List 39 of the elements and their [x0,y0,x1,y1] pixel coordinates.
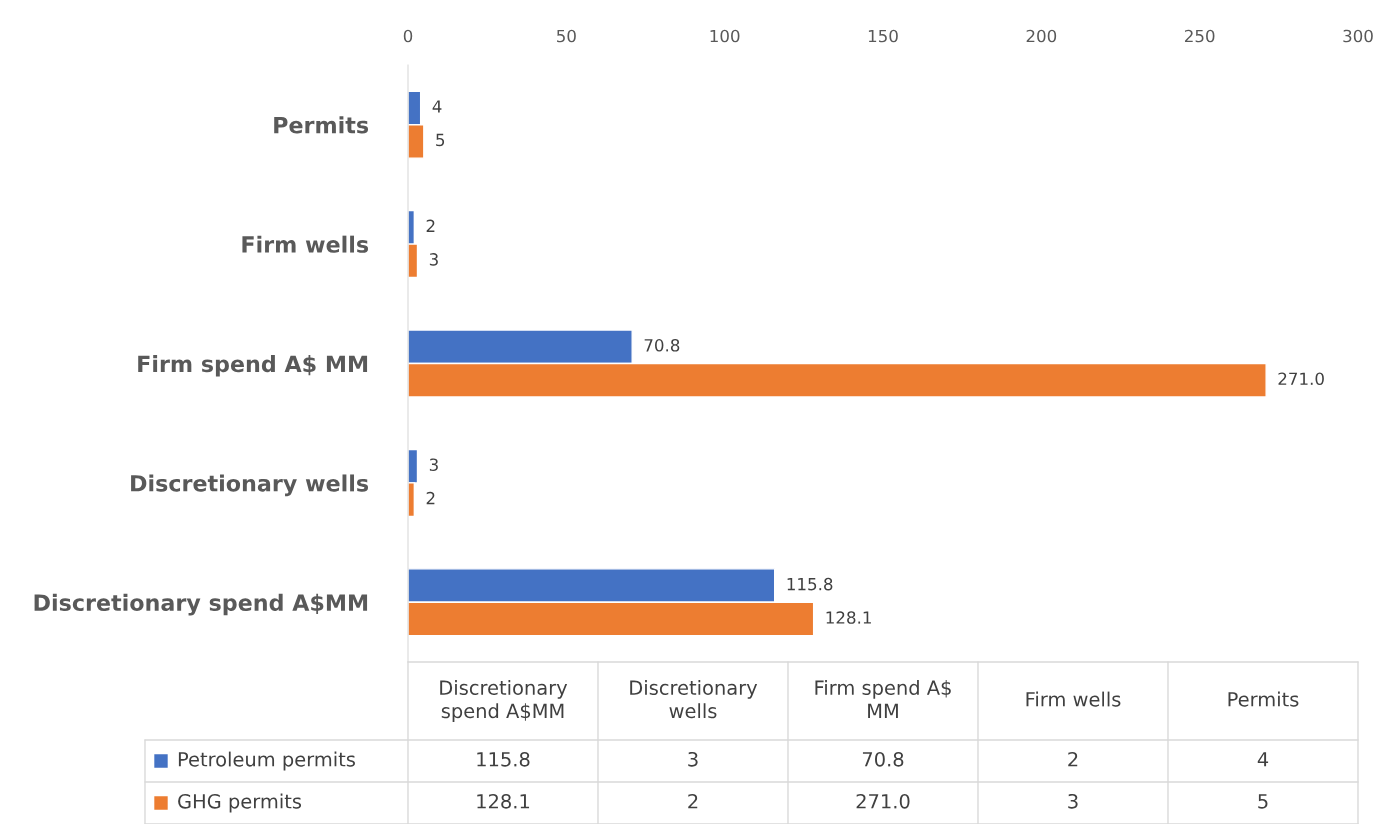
text: 3 [688,751,698,767]
text: 4 [1257,752,1269,767]
text: 5 [1258,794,1268,809]
data-label: 3 [429,253,438,266]
data-label: 4 [432,100,442,113]
x-tick-label: 100 [710,29,740,43]
data-label: 3 [429,458,438,472]
category-label: Firm wells [1026,691,1121,707]
legend-label: Petroleum permits [178,751,355,771]
text: 115.8 [477,751,530,767]
x-tick-label: 0 [403,29,413,43]
x-tick-label: 250 [1184,29,1215,43]
x-tick-label: 150 [868,29,898,43]
y-tick-label: Permits [274,116,369,134]
x-tick-label: 300 [1343,29,1373,43]
legend-label: GHG permits [178,793,302,813]
text: 2 [688,793,698,809]
y-tick-label: Firm spend A$ MM [138,355,368,377]
category-label: Discretionary wells [630,679,758,719]
text: 3 [1068,793,1078,809]
text: 70.8 [862,751,904,767]
y-tick-label: Discretionary spend A$MM [34,593,368,616]
x-tick-label: 50 [557,29,576,43]
category-label: Permits [1228,691,1299,707]
text: 2 [1068,751,1078,767]
category-label: Discretionary spend A$MM [440,679,568,723]
data-label: 2 [426,491,435,505]
data-label: 128.1 [826,611,871,624]
text: 128.1 [477,793,530,809]
data-label: 5 [436,133,445,147]
data-label: 2 [426,219,435,232]
y-tick-label: Discretionary wells [131,474,369,497]
category-label: Firm spend A$ MM [815,679,951,718]
data-label: 115.8 [787,577,833,591]
x-tick-label: 200 [1026,29,1057,43]
data-label: 271.0 [1278,372,1324,386]
y-tick-label: Firm wells [242,235,369,253]
data-label: 70.8 [644,339,680,352]
text: 271.0 [856,793,910,809]
